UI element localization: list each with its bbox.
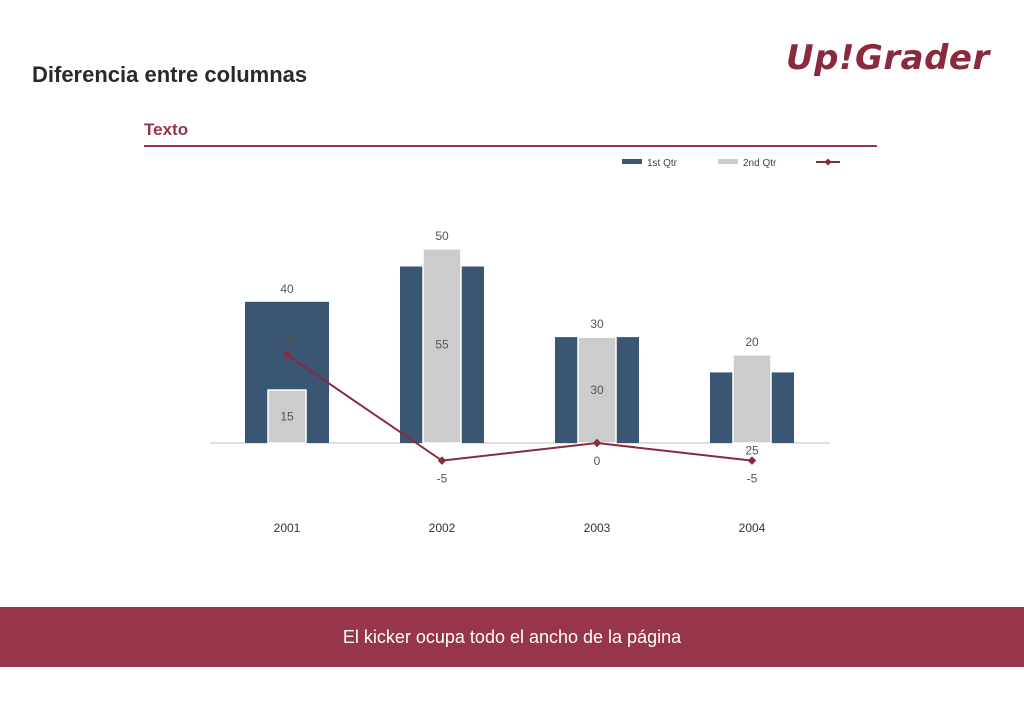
- data-label-1st-qtr-2003: 30: [590, 317, 604, 331]
- data-label-1st-qtr-2002: 50: [435, 229, 449, 243]
- x-tick-label-2001: 2001: [274, 521, 301, 535]
- data-label-2nd-qtr-2004: 25: [745, 443, 759, 457]
- section-title: Texto: [144, 120, 189, 139]
- line-point-2001: [282, 350, 292, 359]
- kicker-banner: El kicker ocupa todo el ancho de la pági…: [0, 607, 1024, 667]
- legend-label-1st-qtr: 1st Qtr: [647, 158, 678, 169]
- kicker-text: El kicker ocupa todo el ancho de la pági…: [342, 626, 682, 647]
- x-tick-label-2002: 2002: [429, 521, 456, 535]
- data-label-line-2004: -5: [747, 472, 758, 486]
- page-title: Diferencia entre columnas: [32, 62, 308, 87]
- data-label-line-2003: 0: [594, 454, 601, 468]
- data-label-1st-qtr-2001: 40: [280, 282, 294, 296]
- bar-2nd-qtr-2002: [422, 248, 462, 444]
- line-series: [286, 353, 753, 462]
- upgrader-logo: Up!Grader: [786, 38, 990, 78]
- x-tick-label-2003: 2003: [584, 521, 611, 535]
- chart: 40 15 25 2001 50 55 -5 2002 30 30 0 2003 20 25 -5 2004 1…: [210, 158, 840, 535]
- bar-2nd-qtr-2003: [577, 336, 617, 444]
- data-label-line-2002: -5: [437, 472, 448, 486]
- legend-label-2nd-qtr: 2nd Qtr: [743, 158, 777, 169]
- legend-swatch-1st-qtr: [622, 159, 642, 164]
- legend-swatch-2nd-qtr: [718, 159, 738, 164]
- data-label-2nd-qtr-2003: 30: [590, 383, 604, 397]
- legend-marker-line: [824, 158, 832, 166]
- bar-2nd-qtr-2001: [267, 389, 307, 444]
- line-point-2004: [747, 456, 757, 465]
- line-point-2002: [437, 456, 447, 465]
- data-label-2nd-qtr-2002: 55: [435, 338, 449, 352]
- data-label-2nd-qtr-2001: 15: [280, 410, 294, 424]
- bar-2nd-qtr-2004: [732, 354, 772, 444]
- data-label-line-2001: 25: [280, 333, 294, 347]
- section-divider: [144, 145, 877, 147]
- line-point-2003: [592, 438, 602, 448]
- x-tick-label-2004: 2004: [739, 521, 766, 535]
- data-label-1st-qtr-2004: 20: [745, 335, 759, 349]
